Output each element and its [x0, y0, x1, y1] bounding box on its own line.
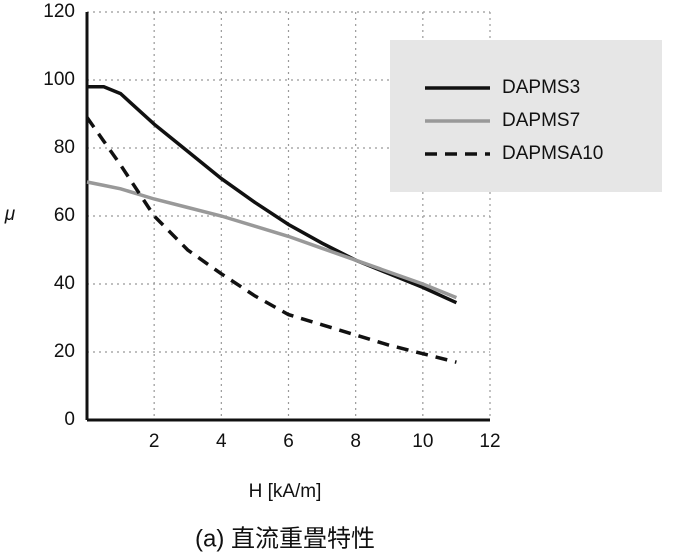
caption: (a) 直流重畳特性	[195, 525, 375, 552]
y-tick-label: 60	[54, 205, 75, 226]
x-tick-label: 8	[350, 431, 361, 452]
y-tick-label: 40	[54, 273, 75, 294]
x-tick-label: 2	[149, 431, 160, 452]
y-tick-label: 20	[54, 341, 75, 362]
y-tick-label: 120	[43, 1, 75, 22]
legend-box	[390, 40, 662, 192]
y-tick-label: 100	[43, 69, 75, 90]
x-tick-label: 6	[283, 431, 294, 452]
x-axis-label: H [kA/m]	[249, 481, 322, 502]
legend-label: DAPMS7	[502, 110, 580, 131]
y-axis-label: μ	[4, 204, 16, 225]
y-tick-label: 0	[64, 409, 75, 430]
x-tick-label: 12	[479, 431, 500, 452]
series-line	[85, 116, 457, 364]
x-tick-label: 10	[412, 431, 433, 452]
x-tick-label: 4	[216, 431, 227, 452]
y-tick-label: 80	[54, 137, 75, 158]
legend-label: DAPMSA10	[502, 143, 603, 164]
legend-label: DAPMS3	[502, 77, 580, 98]
series-line	[86, 180, 458, 300]
